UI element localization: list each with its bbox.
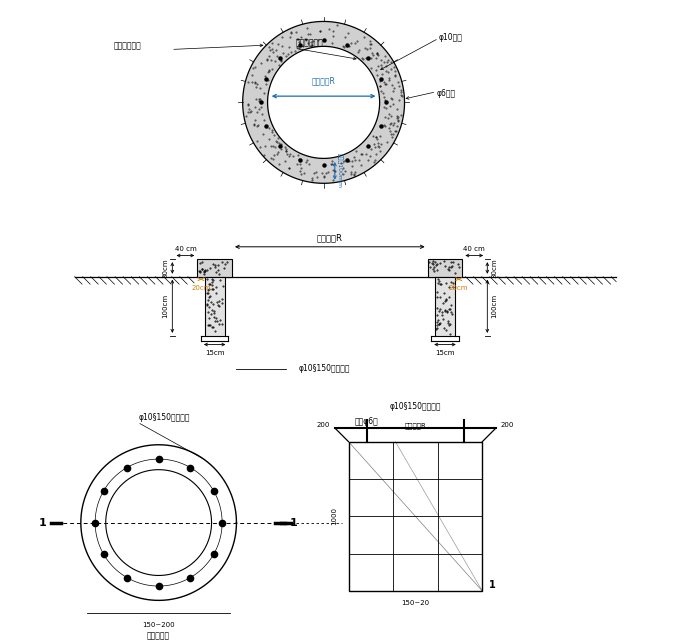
- Text: 护壁内轮廓线: 护壁内轮廓线: [296, 39, 323, 48]
- Text: φ10主筋: φ10主筋: [439, 33, 463, 42]
- Text: 20cm: 20cm: [449, 286, 468, 291]
- Bar: [427, 259, 462, 277]
- Text: φ10§150均匀布置: φ10§150均匀布置: [139, 413, 190, 422]
- Text: 100cm: 100cm: [162, 294, 169, 318]
- Text: φ6圈筋: φ6圈筋: [437, 89, 456, 98]
- Text: 40 cm: 40 cm: [464, 247, 485, 252]
- Text: 20cm: 20cm: [191, 286, 210, 291]
- Text: 护壁φ6图: 护壁φ6图: [355, 417, 378, 426]
- Text: 框基直径R: 框基直径R: [312, 76, 335, 85]
- Text: 150~20: 150~20: [401, 600, 429, 607]
- Text: 1000: 1000: [331, 507, 337, 525]
- Text: 30cm: 30cm: [162, 258, 169, 278]
- Bar: [435, 277, 455, 336]
- Polygon shape: [243, 21, 404, 184]
- Text: 框基直径R: 框基直径R: [317, 234, 343, 243]
- Bar: [197, 259, 232, 277]
- Text: 1: 1: [38, 517, 46, 528]
- Text: 框基直径R: 框基直径R: [404, 422, 427, 429]
- Text: 护壁布置图: 护壁布置图: [147, 632, 170, 641]
- Text: 15cm: 15cm: [435, 350, 454, 356]
- Text: 1: 1: [290, 517, 298, 528]
- Text: 40 cm: 40 cm: [174, 247, 197, 252]
- Text: 锁口外轮廓线: 锁口外轮廓线: [114, 42, 141, 51]
- Text: 200: 200: [501, 422, 514, 428]
- Text: 30cm: 30cm: [491, 258, 497, 278]
- Bar: [348, 442, 482, 591]
- Polygon shape: [268, 46, 380, 159]
- Text: φ10§150均匀布置: φ10§150均匀布置: [299, 364, 350, 373]
- Text: 1: 1: [489, 580, 496, 590]
- Text: 150~200: 150~200: [142, 622, 175, 628]
- Text: 护壁厚100mm: 护壁厚100mm: [337, 153, 342, 188]
- Text: φ10§150均匀布置: φ10§150均匀布置: [390, 401, 441, 410]
- Text: 100cm: 100cm: [491, 294, 497, 318]
- Text: 15cm: 15cm: [205, 350, 224, 356]
- Bar: [205, 277, 224, 336]
- Text: 200: 200: [316, 422, 330, 428]
